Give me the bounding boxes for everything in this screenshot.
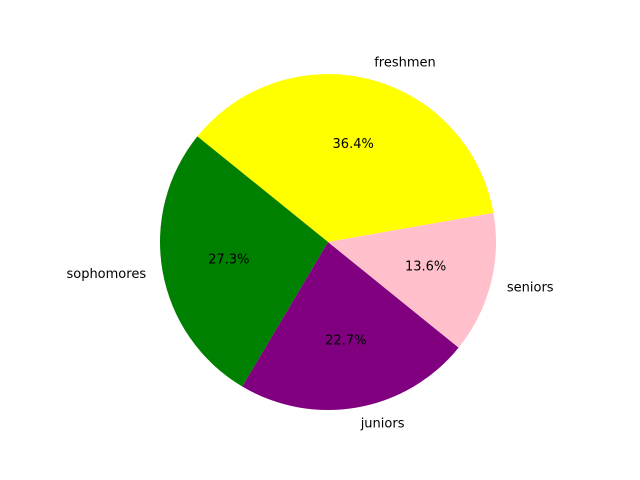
slice-percent-sophomores: 27.3% <box>208 252 249 267</box>
pie-slice-seniors <box>328 212 497 348</box>
slice-percent-freshmen: 36.4% <box>333 137 374 152</box>
slice-label-sophomores: sophomores <box>66 267 146 282</box>
pie-slice-freshmen <box>197 74 494 242</box>
pie-slice-juniors <box>242 242 459 410</box>
pie-labels: freshmen 36.4% sophomores 27.3% juniors 22.7%… <box>66 56 553 432</box>
slice-percent-juniors: 22.7% <box>325 334 366 349</box>
slice-label-juniors: juniors <box>360 416 405 431</box>
slice-percent-seniors: 13.6% <box>405 260 446 275</box>
pie-slices <box>160 74 497 410</box>
slice-label-seniors: seniors <box>507 281 554 296</box>
pie-slice-sophomores <box>160 136 328 387</box>
slice-label-freshmen: freshmen <box>374 56 436 71</box>
